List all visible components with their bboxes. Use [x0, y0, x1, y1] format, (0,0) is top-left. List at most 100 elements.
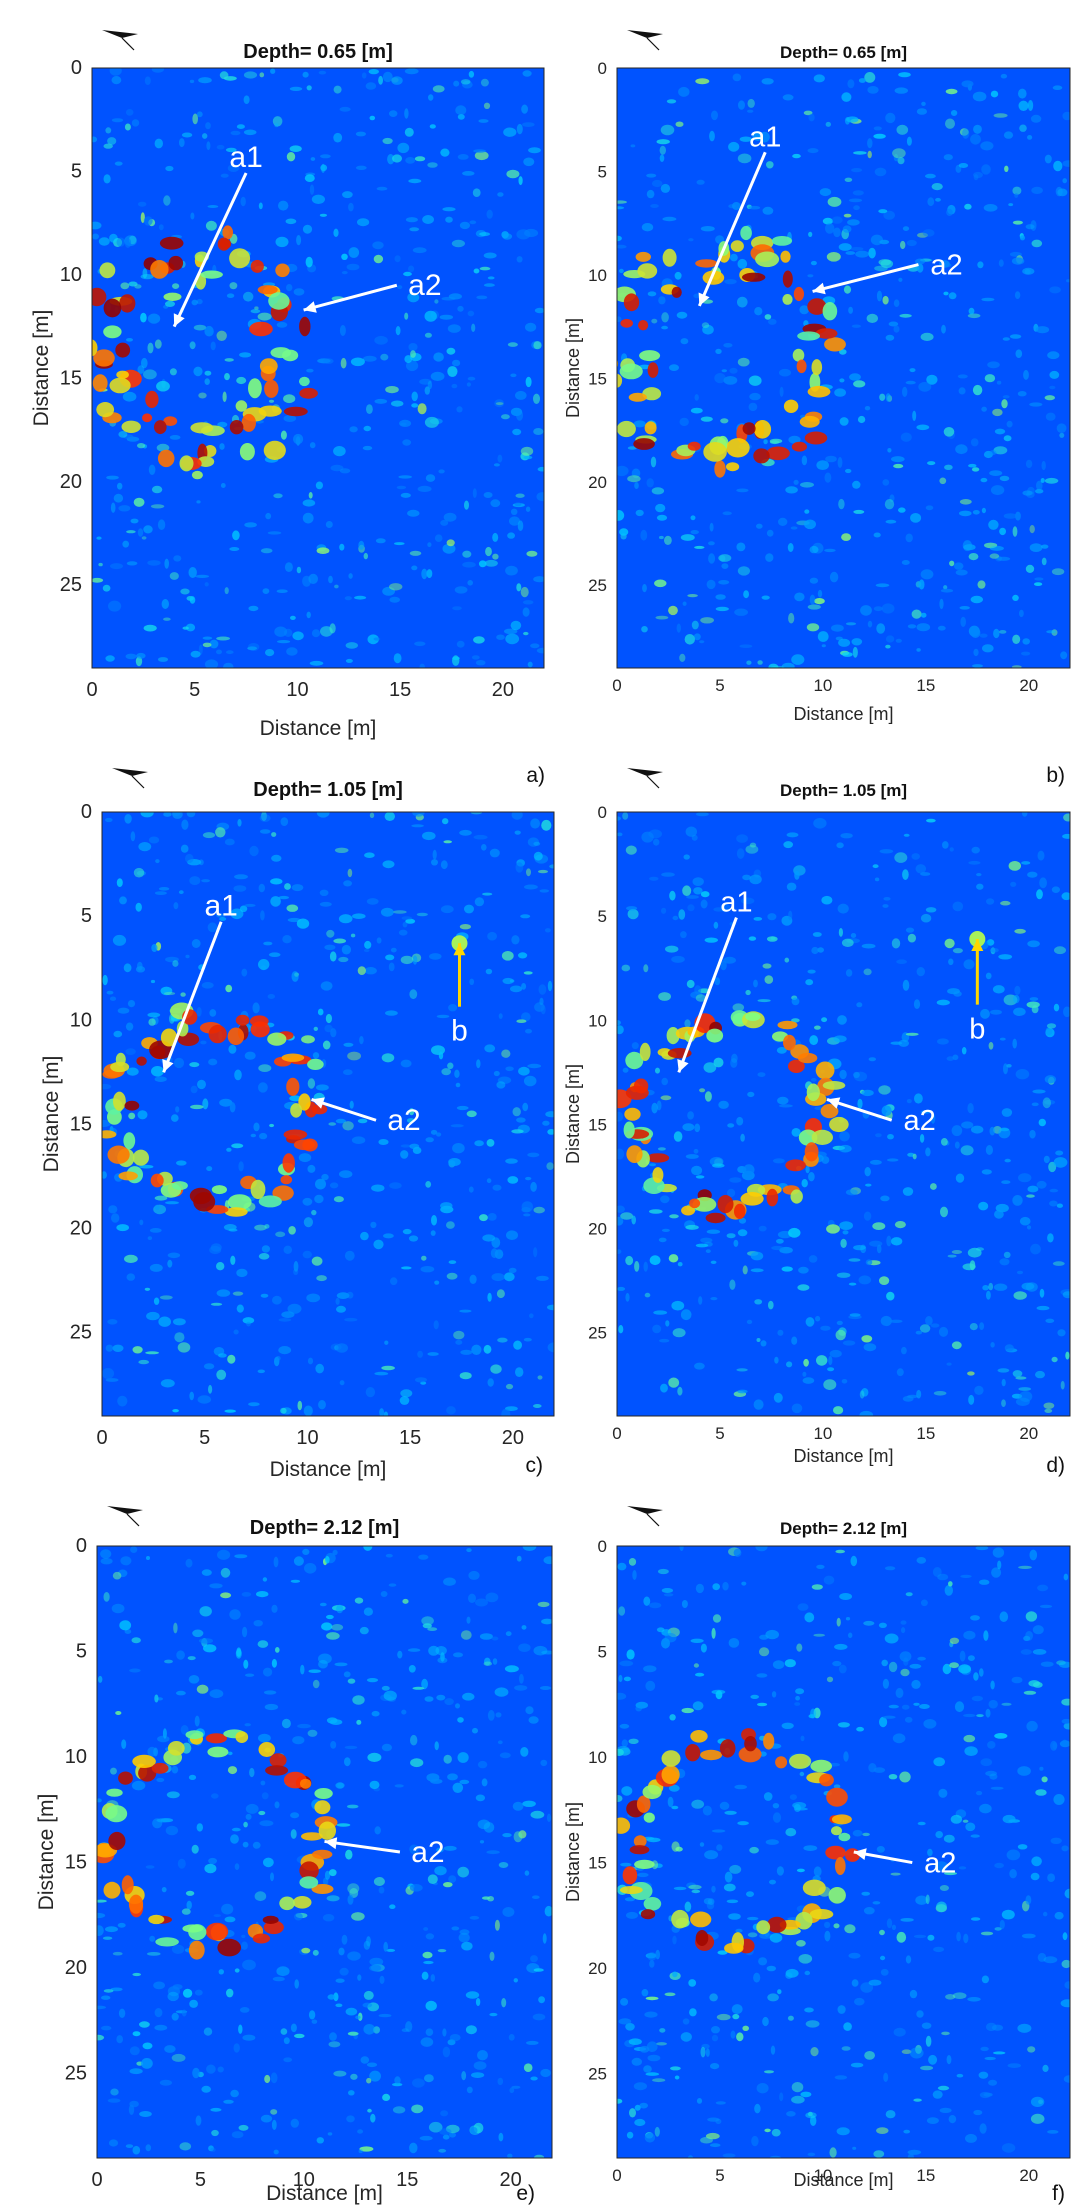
- speckle: [686, 895, 699, 899]
- speckle: [322, 1914, 335, 1922]
- speckle: [756, 523, 763, 529]
- anomaly-hotspot: [647, 362, 659, 378]
- speckle: [526, 868, 531, 877]
- speckle: [1041, 544, 1049, 549]
- speckle: [345, 642, 358, 649]
- y-tick-label: 25: [588, 1324, 607, 1343]
- speckle: [899, 1651, 912, 1662]
- speckle: [151, 68, 164, 73]
- speckle: [346, 2115, 355, 2123]
- speckle: [839, 378, 845, 383]
- speckle: [440, 860, 448, 870]
- speckle: [173, 1057, 185, 1069]
- speckle: [680, 338, 689, 345]
- speckle: [734, 608, 748, 616]
- speckle: [948, 958, 954, 966]
- speckle: [290, 1579, 301, 1583]
- speckle: [455, 105, 467, 116]
- speckle: [976, 1714, 984, 1718]
- speckle: [163, 617, 171, 621]
- y-tick-label: 15: [588, 1854, 607, 1873]
- speckle: [968, 307, 975, 315]
- speckle: [238, 1161, 244, 1172]
- speckle: [656, 2042, 667, 2046]
- speckle: [483, 1344, 492, 1354]
- speckle: [1039, 877, 1047, 889]
- speckle: [696, 2098, 703, 2104]
- speckle: [98, 1675, 103, 1683]
- speckle: [164, 1659, 173, 1664]
- anomaly-hotspot: [241, 413, 256, 432]
- speckle: [620, 1862, 632, 1867]
- speckle: [411, 403, 419, 408]
- speckle: [452, 606, 462, 611]
- speckle: [937, 1038, 949, 1045]
- speckle: [506, 1230, 518, 1240]
- speckle: [311, 194, 325, 204]
- speckle: [965, 1822, 976, 1832]
- speckle: [678, 86, 690, 97]
- speckle: [362, 445, 373, 451]
- anomaly-hotspot: [200, 270, 223, 279]
- speckle: [649, 1255, 661, 1266]
- speckle: [794, 592, 805, 602]
- speckle: [270, 896, 281, 907]
- speckle: [402, 439, 412, 446]
- speckle: [617, 1748, 624, 1756]
- speckle: [140, 274, 154, 280]
- speckle: [907, 2149, 922, 2155]
- speckle: [385, 954, 395, 961]
- speckle: [208, 1857, 218, 1865]
- speckle: [1055, 1150, 1064, 1156]
- speckle: [520, 914, 531, 919]
- speckle: [1013, 1007, 1026, 1016]
- speckle: [109, 233, 118, 243]
- speckle: [835, 1549, 845, 1554]
- speckle: [996, 380, 1002, 385]
- speckle: [920, 569, 934, 580]
- speckle: [664, 535, 672, 546]
- speckle: [102, 1936, 113, 1940]
- speckle: [949, 847, 954, 852]
- speckle: [421, 1255, 427, 1261]
- speckle: [901, 560, 910, 565]
- speckle: [533, 428, 544, 435]
- speckle: [309, 184, 315, 195]
- speckle: [927, 1934, 935, 1941]
- speckle: [404, 108, 409, 119]
- speckle: [684, 1019, 691, 1028]
- speckle: [1038, 1118, 1047, 1127]
- speckle: [1013, 994, 1020, 1004]
- speckle: [643, 1261, 648, 1272]
- speckle: [493, 1070, 500, 1077]
- speckle: [983, 204, 998, 212]
- speckle: [747, 1091, 755, 1098]
- speckle: [992, 1547, 1005, 1558]
- speckle: [988, 1042, 994, 1050]
- speckle: [617, 1562, 627, 1571]
- speckle: [713, 907, 725, 912]
- annotation-arrowhead-a1: [173, 313, 185, 327]
- speckle: [145, 1865, 155, 1869]
- speckle: [227, 1751, 233, 1756]
- speckle: [339, 468, 351, 474]
- annotation-label-a1: a1: [720, 887, 752, 919]
- speckle: [156, 1818, 170, 1823]
- speckle: [406, 1118, 415, 1123]
- anomaly-hotspot: [150, 1173, 164, 1188]
- heatmap-e: [97, 1546, 552, 2158]
- speckle: [1018, 1565, 1032, 1569]
- speckle: [788, 435, 801, 444]
- speckle: [753, 1972, 761, 1983]
- speckle: [352, 1695, 365, 1705]
- speckle: [108, 600, 122, 612]
- speckle: [989, 553, 1000, 559]
- speckle: [206, 2064, 216, 2074]
- speckle: [617, 816, 621, 821]
- speckle: [192, 1629, 204, 1638]
- speckle: [158, 1316, 171, 1327]
- speckle: [472, 1727, 478, 1734]
- speckle: [119, 896, 127, 905]
- speckle: [486, 1139, 495, 1147]
- speckle: [296, 566, 302, 574]
